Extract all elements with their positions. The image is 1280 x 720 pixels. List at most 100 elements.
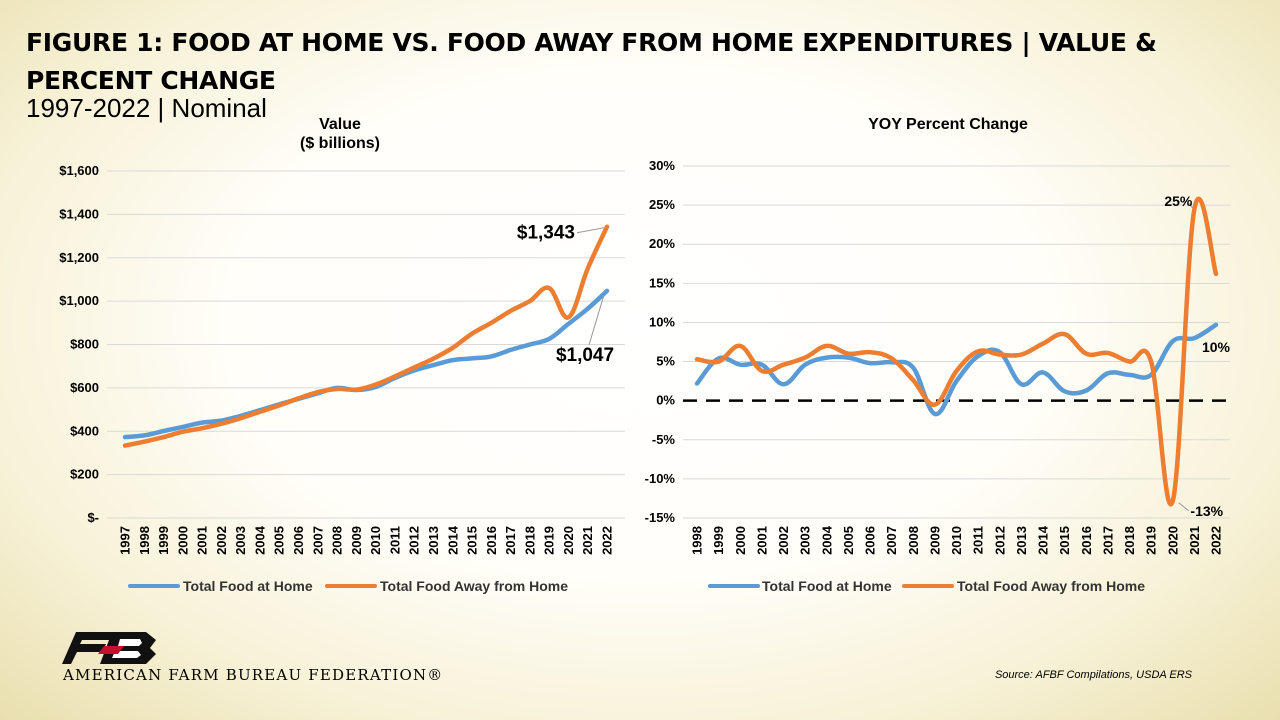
x-tick-label: 1999 — [156, 526, 171, 555]
y-tick-label: 10% — [649, 314, 675, 329]
x-tick-label: 2000 — [175, 526, 190, 555]
value-chart-y-ticks: $- $200 $400 $600 $800 $1,000 $1,200 $1,400 $1,6… — [59, 163, 99, 525]
x-tick-label: 2019 — [542, 526, 557, 555]
x-tick-label: 2016 — [1079, 526, 1094, 555]
x-tick-label: 2004 — [252, 525, 267, 555]
x-tick-label: 2017 — [503, 526, 518, 555]
x-tick-label: 2021 — [580, 526, 595, 555]
y-tick-label: 15% — [649, 275, 675, 290]
y-tick-label: $1,600 — [59, 163, 99, 178]
data-label: 10% — [1202, 339, 1231, 355]
y-tick-label: -10% — [645, 471, 676, 486]
x-tick-label: 2001 — [195, 526, 210, 555]
x-tick-label: 2015 — [1057, 526, 1072, 555]
series-line-food-away-from-home — [122, 224, 610, 448]
value-chart-title-line2: ($ billions) — [300, 135, 380, 152]
x-tick-label: 2014 — [1036, 525, 1051, 555]
y-tick-label: -5% — [652, 432, 676, 447]
x-tick-label: 2019 — [1144, 526, 1159, 555]
x-tick-label: 2002 — [776, 526, 791, 555]
x-tick-label: 2018 — [522, 526, 537, 555]
yoy-chart-annotations: 25% 10% -13% — [1164, 193, 1230, 519]
source-note: Source: AFBF Compilations, USDA ERS — [994, 669, 1192, 681]
x-tick-label: 2008 — [330, 526, 345, 555]
series-line-food-at-home — [694, 322, 1219, 417]
x-tick-label: 2004 — [819, 525, 834, 555]
value-chart: Value ($ billions) $- $200 $400 $600 $800 $1,… — [59, 116, 625, 594]
x-tick-label: 2022 — [600, 526, 615, 555]
afbf-logo-mark — [62, 632, 156, 664]
y-tick-label: -15% — [645, 510, 676, 525]
x-tick-label: 2000 — [733, 526, 748, 555]
x-tick-label: 1998 — [690, 526, 705, 555]
x-tick-label: 2012 — [407, 526, 422, 555]
x-tick-label: 2007 — [310, 526, 325, 555]
x-tick-label: 1999 — [711, 526, 726, 555]
y-tick-label: $600 — [70, 380, 99, 395]
x-tick-label: 2017 — [1100, 526, 1115, 555]
annotation-leader — [1178, 502, 1190, 512]
y-tick-label: $1,200 — [59, 250, 99, 265]
y-tick-label: 5% — [656, 354, 675, 369]
x-tick-label: 1997 — [118, 526, 133, 555]
annotation-leader — [1188, 202, 1193, 209]
yoy-chart-series — [694, 196, 1219, 507]
data-label: $1,343 — [517, 223, 575, 244]
y-tick-label: $200 — [70, 467, 99, 482]
value-chart-legend: Total Food at Home Total Food Away from … — [128, 578, 568, 594]
x-tick-label: 2006 — [863, 526, 878, 555]
x-tick-label: 2016 — [484, 526, 499, 555]
organization-name: AMERICAN FARM BUREAU FEDERATION® — [63, 666, 444, 684]
y-tick-label: $1,000 — [59, 293, 99, 308]
x-tick-label: 2015 — [465, 526, 480, 555]
x-tick-label: 2011 — [971, 526, 986, 554]
x-tick-label: 2021 — [1187, 526, 1202, 555]
y-tick-label: $400 — [70, 423, 99, 438]
x-tick-label: 2005 — [272, 526, 287, 555]
x-tick-label: 2022 — [1209, 526, 1224, 555]
yoy-chart-y-ticks: -15% -10% -5% 0% 5% 10% 15% 20% 25% 30% — [645, 158, 676, 525]
annotation-leader — [588, 294, 605, 346]
data-label: $1,047 — [556, 345, 614, 366]
x-tick-label: 2018 — [1122, 526, 1137, 555]
y-tick-label: 25% — [649, 197, 675, 212]
data-label: -13% — [1190, 503, 1223, 519]
x-tick-label: 2008 — [906, 526, 921, 555]
x-tick-label: 2011 — [387, 526, 402, 554]
value-chart-annotations: $1,343 $1,047 — [517, 223, 614, 366]
yoy-chart-legend: Total Food at Home Total Food Away from … — [708, 578, 1145, 594]
value-chart-series — [122, 224, 610, 448]
x-tick-label: 2013 — [1014, 526, 1029, 555]
x-tick-label: 2001 — [754, 526, 769, 555]
series-line-food-away-from-home — [694, 196, 1219, 507]
y-tick-label: $1,400 — [59, 206, 99, 221]
x-tick-label: 2007 — [884, 526, 899, 555]
afbf-logo — [62, 632, 156, 664]
chart-title: FIGURE 1: FOOD AT HOME VS. FOOD AWAY FRO… — [26, 28, 1157, 95]
yoy-chart-title: YOY Percent Change — [868, 116, 1028, 133]
value-chart-x-ticks: 1997 1998 1999 2000 2001 2002 2003 2004 2005 2006… — [118, 525, 615, 555]
x-tick-label: 2009 — [349, 526, 364, 555]
data-label: 25% — [1164, 193, 1193, 209]
x-tick-label: 2020 — [1165, 526, 1180, 555]
y-tick-label: 30% — [649, 158, 675, 173]
x-tick-label: 2012 — [992, 526, 1007, 555]
x-tick-label: 2013 — [426, 526, 441, 555]
x-tick-label: 2006 — [291, 526, 306, 555]
x-tick-label: 2010 — [368, 526, 383, 555]
yoy-chart-gridlines — [683, 165, 1230, 519]
legend-label-away: Total Food Away from Home — [380, 578, 568, 594]
yoy-chart-x-ticks: 1998 1999 2000 2001 2002 2003 2004 2005 2006 2007… — [690, 525, 1224, 555]
annotation-leader — [576, 227, 605, 234]
x-tick-label: 2020 — [561, 526, 576, 555]
x-tick-label: 2009 — [927, 526, 942, 555]
y-tick-label: $800 — [70, 337, 99, 352]
x-tick-label: 2014 — [445, 525, 460, 555]
y-tick-label: 20% — [649, 236, 675, 251]
legend-label-away: Total Food Away from Home — [957, 578, 1145, 594]
legend-label-home: Total Food at Home — [183, 578, 313, 594]
x-tick-label: 2003 — [233, 526, 248, 555]
x-tick-label: 1998 — [137, 526, 152, 555]
y-tick-label: $- — [87, 510, 99, 525]
